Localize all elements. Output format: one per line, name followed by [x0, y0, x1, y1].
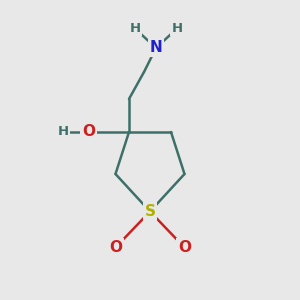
Text: O: O — [178, 240, 191, 255]
Text: H: H — [57, 125, 69, 139]
Text: S: S — [145, 204, 155, 219]
Text: H: H — [129, 22, 141, 35]
Text: O: O — [82, 124, 95, 140]
Text: H: H — [171, 22, 183, 35]
Text: O: O — [109, 240, 122, 255]
Text: N: N — [150, 40, 162, 56]
